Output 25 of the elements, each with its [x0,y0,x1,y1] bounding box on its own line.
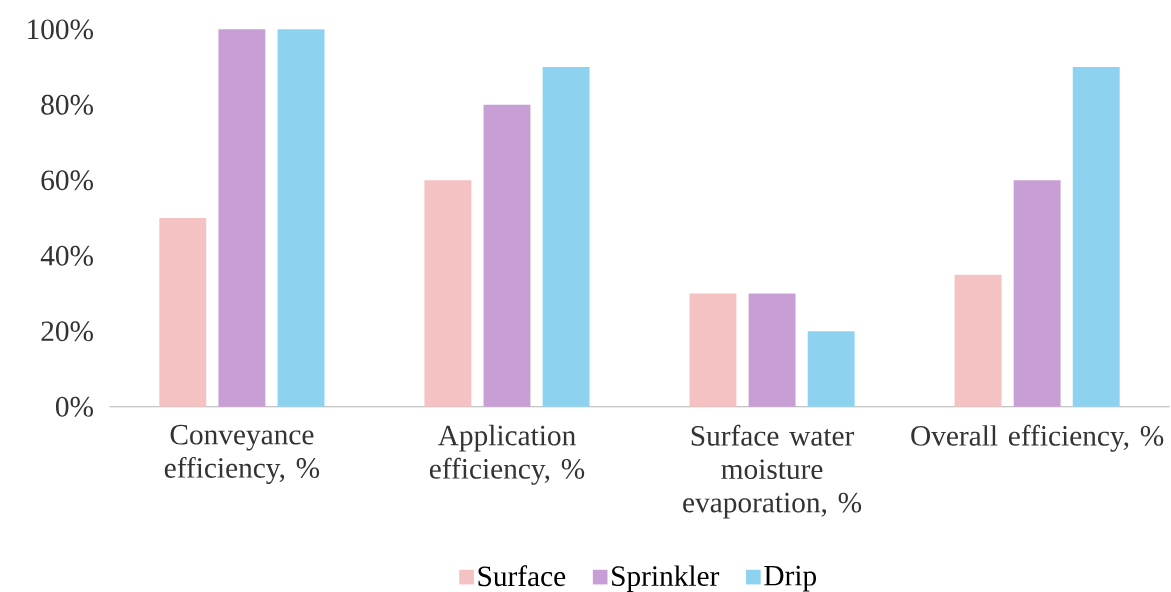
bar [542,67,590,407]
bar [807,331,855,407]
y-tick-label: 0% [55,396,93,417]
bar [483,104,531,407]
x-tick-label: Surface water moisture evaporation, % [683,424,862,519]
legend-label: Surface [478,565,566,587]
bar [1072,67,1120,407]
bar [424,180,472,407]
y-tick-label: 100% [28,19,93,40]
x-tick-label: Conveyance efficiency, % [164,424,320,484]
y-tick-label: 60% [41,170,93,191]
bar [748,293,796,407]
bar [1013,180,1061,407]
y-tick-label: 80% [41,94,93,115]
x-tick-label: Overall efficiency, % [911,424,1164,452]
bar [689,293,737,407]
y-tick-label: 40% [40,245,93,266]
bar [218,29,266,407]
legend-label: Sprinkler [612,565,720,592]
x-tick-label: Application efficiency, % [429,424,585,485]
bar [954,274,1002,407]
bar [277,29,325,407]
legend-label: Drip [764,565,817,592]
bar [159,217,207,407]
y-tick-label: 20% [41,321,93,342]
